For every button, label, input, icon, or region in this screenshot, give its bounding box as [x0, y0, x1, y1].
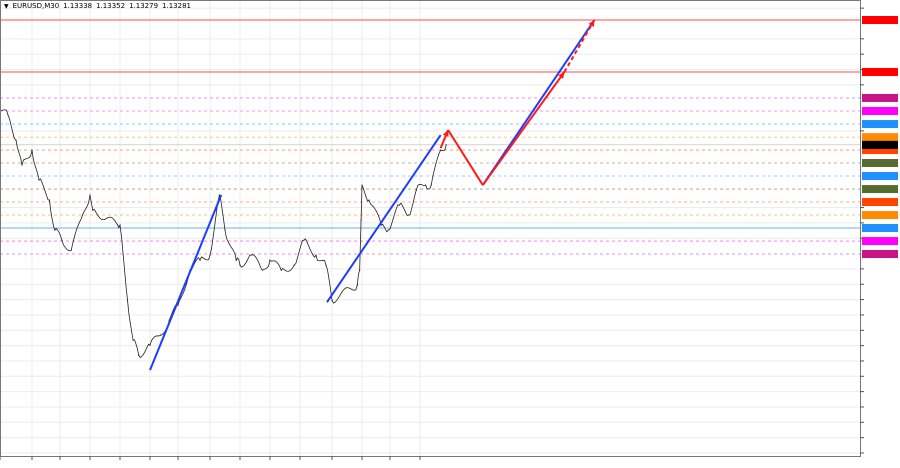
price-tags: [862, 16, 898, 259]
price-point: [199, 259, 201, 261]
price-point: [293, 264, 295, 266]
price-axis[interactable]: [860, 7, 864, 454]
price-point: [81, 214, 84, 216]
price-point: [126, 299, 129, 301]
price-tag: [862, 185, 898, 194]
arrow-head-icon: [558, 71, 565, 79]
price-point: [7, 114, 9, 116]
price-point: [235, 259, 237, 261]
price-tag: [862, 93, 898, 102]
trend-line: [447, 129, 484, 186]
price-point: [177, 304, 179, 306]
price-point: [360, 219, 362, 221]
high-price: 1.13352: [96, 2, 126, 10]
price-tag: [862, 198, 898, 207]
trend-line: [563, 19, 596, 73]
trend-line: [481, 19, 596, 186]
price-point: [61, 239, 63, 241]
price-series: [0, 109, 447, 359]
price-point: [159, 334, 162, 336]
price-levels: [0, 19, 860, 255]
price-point: [368, 199, 370, 201]
chart-header: ▼ EURUSD,M30 1.13338 1.13352 1.13279 1.1…: [4, 2, 191, 10]
price-point: [48, 199, 51, 201]
price-point: [398, 204, 400, 206]
price-point: [269, 259, 271, 261]
price-point: [430, 184, 432, 186]
price-tag: [862, 146, 898, 155]
price-tag: [862, 237, 898, 246]
price-point: [132, 339, 134, 341]
trend-drawings: [149, 19, 596, 371]
price-tag: [862, 16, 898, 24]
trend-line: [482, 71, 566, 186]
price-point: [425, 184, 427, 186]
trend-line: [149, 194, 223, 371]
price-point: [92, 209, 94, 211]
price-point: [280, 269, 282, 271]
price-point: [218, 194, 220, 196]
price-point: [303, 239, 305, 241]
price-line: [0, 109, 447, 359]
time-axis[interactable]: [0, 456, 421, 460]
price-point: [250, 254, 252, 256]
arrow-head-icon: [588, 20, 595, 27]
open-price: 1.13338: [63, 2, 93, 10]
price-point: [70, 249, 72, 251]
price-point: [15, 139, 17, 141]
price-tag: [862, 107, 898, 116]
price-point: [387, 229, 389, 231]
price-point: [356, 284, 358, 286]
price-point: [149, 344, 151, 346]
price-point: [89, 194, 91, 196]
trend-line: [326, 134, 442, 303]
price-tag: [862, 250, 898, 259]
price-point: [209, 254, 211, 256]
price-point: [408, 214, 410, 216]
symbol-timeframe: EURUSD,M30: [12, 2, 60, 10]
arrow-head-icon: [442, 130, 449, 138]
price-point: [415, 189, 417, 191]
price-point: [38, 179, 40, 181]
price-point: [31, 149, 33, 151]
current-price-tag: [862, 140, 898, 149]
price-tag: [862, 120, 898, 129]
price-point: [440, 149, 442, 151]
price-point: [54, 229, 56, 231]
price-tag: [862, 211, 898, 220]
price-point: [361, 184, 363, 186]
price-point: [119, 224, 121, 226]
price-point: [261, 269, 264, 271]
price-point: [315, 254, 317, 256]
price-point: [380, 224, 382, 226]
price-point: [117, 224, 119, 226]
price-tag: [862, 133, 898, 142]
price-point: [138, 354, 140, 356]
price-tag: [862, 172, 898, 181]
price-point: [445, 144, 447, 146]
price-point: [21, 164, 23, 166]
close-price: 1.13281: [162, 2, 191, 10]
plot-border: [0, 0, 861, 457]
low-price: 1.13279: [129, 2, 159, 10]
price-tag: [862, 158, 898, 167]
price-point: [359, 269, 361, 271]
price-point: [224, 229, 226, 231]
price-tag: [862, 224, 898, 233]
price-point: [331, 299, 333, 301]
price-point: [239, 264, 241, 266]
price-point: [325, 264, 327, 266]
price-tag: [862, 67, 898, 76]
dropdown-triangle-icon[interactable]: ▼: [4, 2, 9, 10]
